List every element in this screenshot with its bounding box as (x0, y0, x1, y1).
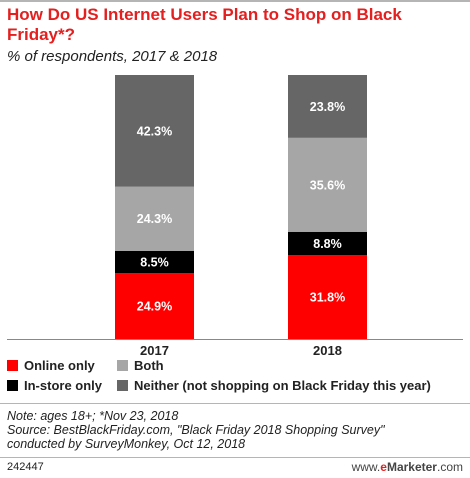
bar-segment-2017-1 (115, 250, 194, 274)
data-label: 8.8% (313, 237, 342, 251)
footnote-source: Source: BestBlackFriday.com, "Black Frid… (7, 423, 385, 437)
chart-title: How Do US Internet Users Plan to Shop on… (7, 5, 402, 44)
legend-swatch-in-store-only (7, 380, 18, 391)
data-label: 35.6% (310, 178, 345, 192)
legend-label: Both (134, 358, 164, 373)
data-label: 24.9% (137, 300, 172, 314)
data-label: 23.8% (310, 100, 345, 114)
footnotes: Note: ages 18+; *Nov 23, 2018 Source: Be… (7, 409, 385, 451)
top-rule (0, 0, 470, 2)
legend-item-in-store-only: In-store only (7, 378, 102, 393)
bar-segment-2018-0 (288, 255, 367, 339)
data-label: 42.3% (137, 124, 172, 138)
legend-swatch-online-only (7, 360, 18, 371)
chart-subtitle: % of respondents, 2017 & 2018 (7, 48, 218, 65)
legend-label: Neither (not shopping on Black Friday th… (134, 378, 431, 393)
data-label: 31.8% (310, 291, 345, 305)
data-label: 24.3% (137, 212, 172, 226)
footer-rule (0, 403, 470, 404)
bar-segment-2017-3 (115, 75, 194, 187)
footnote-source-cont: conducted by SurveyMonkey, Oct 12, 2018 (7, 437, 246, 451)
legend-label: In-store only (24, 378, 103, 393)
bar-segment-2018-1 (288, 231, 367, 256)
legend-item-both: Both (117, 358, 164, 373)
x-tick-label: 2018 (313, 343, 342, 358)
legend-item-online-only: Online only (7, 358, 95, 373)
bar-segment-2018-2 (288, 137, 367, 232)
footnote-note: Note: ages 18+; *Nov 23, 2018 (7, 409, 179, 423)
stacked-bar-chart: 24.9% 8.5% 24.3% 42.3% 2017 31.8% 8.8% 35.6% 23.… (7, 75, 463, 358)
legend-item-neither: Neither (not shopping on Black Friday th… (117, 378, 431, 393)
bar-segment-2017-2 (115, 186, 194, 251)
legend-swatch-both (117, 360, 128, 371)
chart-id: 242447 (7, 461, 44, 473)
x-tick-label: 2017 (140, 343, 169, 358)
data-label: 8.5% (140, 256, 169, 270)
emarketer-logo: www.eMarketer.com (351, 460, 463, 474)
bottom-rule (0, 457, 470, 458)
bar-segment-2017-0 (115, 273, 194, 339)
legend-swatch-neither (117, 380, 128, 391)
legend-label: Online only (24, 358, 95, 373)
bar-segment-2018-3 (288, 75, 367, 138)
